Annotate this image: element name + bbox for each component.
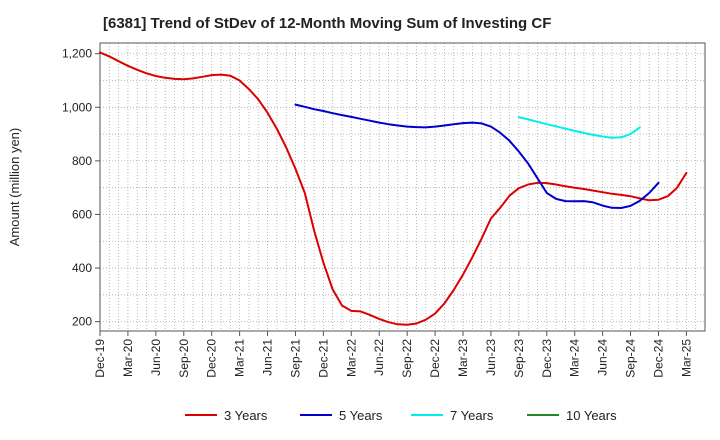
x-tick-label: Mar-25 [679, 339, 693, 377]
legend-label: 10 Years [566, 408, 617, 423]
plot-border [99, 42, 706, 332]
y-tick-label: 600 [72, 207, 92, 221]
series-line-3-years [99, 51, 688, 326]
x-tick-label: Jun-20 [149, 339, 163, 376]
y-axis-label: Amount (million yen) [7, 128, 22, 247]
x-tick-label: Sep-24 [624, 339, 638, 378]
x-tick-label: Dec-21 [316, 339, 330, 378]
x-tick-label: Dec-24 [651, 339, 665, 378]
y-tick-label: 200 [72, 315, 92, 329]
x-tick-label: Dec-23 [540, 339, 554, 378]
y-tick-label: 1,200 [62, 47, 92, 61]
series-line-7-years [517, 116, 641, 139]
x-tick-label: Sep-21 [288, 339, 302, 378]
x-tick-label: Mar-20 [121, 339, 135, 377]
x-tick-label: Jun-23 [484, 339, 498, 376]
y-tick-label: 800 [72, 154, 92, 168]
x-tick-label: Sep-20 [177, 339, 191, 378]
x-tick-label: Dec-20 [205, 339, 219, 378]
x-tick-label: Mar-23 [456, 339, 470, 377]
plot-area [100, 43, 705, 331]
legend-label: 3 Years [224, 408, 268, 423]
x-tick-label: Jun-24 [596, 339, 610, 376]
x-tick-label: Mar-24 [568, 339, 582, 377]
y-tick-label: 400 [72, 261, 92, 275]
legend-label: 5 Years [339, 408, 383, 423]
x-tick-label: Dec-19 [93, 339, 107, 378]
x-tick-label: Mar-21 [233, 339, 247, 377]
x-tick-label: Sep-23 [512, 339, 526, 378]
legend-label: 7 Years [450, 408, 494, 423]
x-tick-label: Jun-21 [261, 339, 275, 376]
x-tick-label: Mar-22 [344, 339, 358, 377]
x-tick-label: Sep-22 [400, 339, 414, 378]
x-tick-label: Jun-22 [372, 339, 386, 376]
chart-title: [6381] Trend of StDev of 12-Month Moving… [103, 15, 552, 32]
y-tick-label: 1,000 [62, 100, 92, 114]
x-tick-label: Dec-22 [428, 339, 442, 378]
series-line-5-years [294, 103, 660, 209]
